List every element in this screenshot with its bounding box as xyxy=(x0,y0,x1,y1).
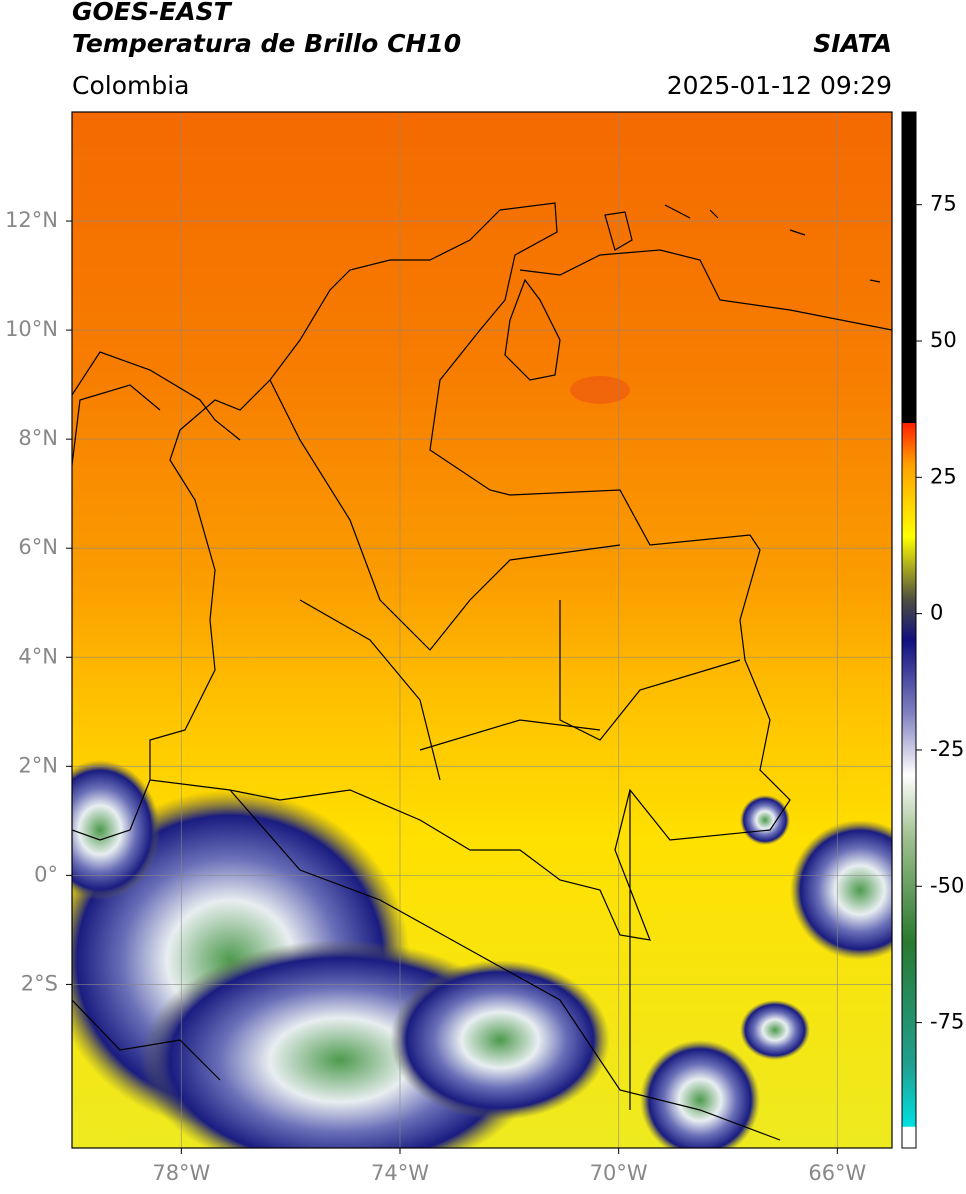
colorbar-tick-label: -25 xyxy=(930,737,964,761)
y-tick-label: 2°N xyxy=(18,753,58,777)
satellite-image xyxy=(72,112,892,1148)
x-tick-label: 78°W xyxy=(152,1161,210,1185)
colorbar-tick-label: 0 xyxy=(930,601,943,625)
x-tick-label: 74°W xyxy=(371,1161,429,1185)
region: Colombia xyxy=(72,71,189,100)
y-tick-label: 2°S xyxy=(21,971,58,995)
y-tick-label: 6°N xyxy=(18,535,58,559)
y-tick-label: 12°N xyxy=(5,208,58,232)
map-frame xyxy=(71,111,893,1149)
colorbar-tick-label: 75 xyxy=(930,192,957,216)
colorbar-tick-label: -50 xyxy=(930,873,964,897)
x-tick-label: 70°W xyxy=(590,1161,648,1185)
y-tick-label: 10°N xyxy=(5,317,58,341)
x-tick-label: 66°W xyxy=(808,1161,866,1185)
y-tick-label: 8°N xyxy=(18,426,58,450)
timestamp: 2025-01-12 09:29 xyxy=(667,71,892,100)
source: SIATA xyxy=(813,29,892,58)
title: GOES-EAST xyxy=(72,0,233,26)
title: Temperatura de Brillo CH10 xyxy=(72,29,461,58)
y-tick-label: 4°N xyxy=(18,644,58,668)
y-tick-label: 0° xyxy=(34,862,58,886)
colorbar-tick-label: 25 xyxy=(930,464,957,488)
colorbar-tick-label: 50 xyxy=(930,328,957,352)
colorbar-tick-label: -75 xyxy=(930,1010,964,1034)
colorbar xyxy=(901,111,917,1149)
